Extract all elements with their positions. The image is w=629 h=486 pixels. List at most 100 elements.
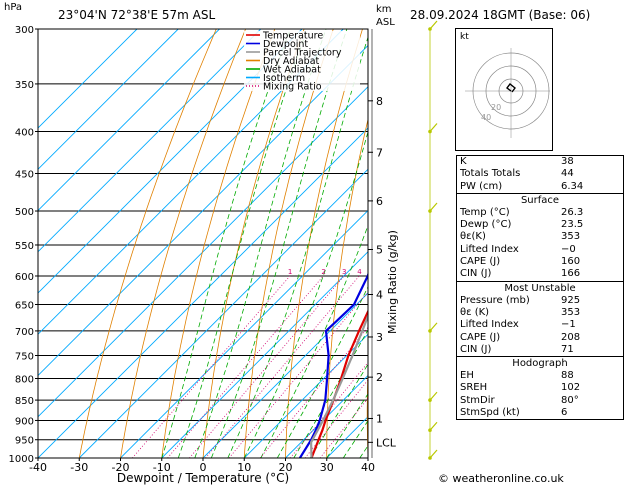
y-tick-label: 600 (15, 272, 34, 283)
hodograph-row: SREH 102 (457, 382, 623, 394)
isotherm-line (38, 127, 368, 458)
hodograph-value: 88 (561, 370, 574, 382)
isotherm-line (78, 168, 368, 458)
surface-row: Temp (°C) 26.3 (457, 207, 623, 219)
mixing-ratio-label: 4 (357, 268, 362, 276)
index-label: PW (cm) (460, 180, 503, 192)
hodograph-row: EH 88 (457, 370, 623, 382)
km-tick-label: 5 (376, 243, 383, 256)
wet-adiabat-line (276, 285, 368, 458)
y-tick-label: 850 (15, 396, 34, 407)
legend-label: Mixing Ratio (263, 82, 322, 93)
isotherm-line (243, 333, 368, 458)
y-tick-label: 700 (15, 327, 34, 338)
y-tick-label: 650 (15, 301, 34, 312)
surface-box: Surface Temp (°C) 26.3 Dewp (°C) 23.5 θε(K) 3… (456, 193, 624, 282)
km-tick-label: 4 (376, 288, 383, 301)
wet-adiabat-line (326, 393, 368, 458)
pressure-unit-label: hPa (4, 2, 23, 13)
isotherm-line (285, 374, 368, 458)
dry-adiabat-line (161, 29, 276, 458)
km-tick-label: LCL (376, 436, 397, 449)
km-tick-label: 2 (376, 371, 383, 384)
mixing-ratio-label: 2 (321, 268, 325, 276)
wet-adiabat-line (161, 29, 291, 458)
location-label: 23°04'N 72°38'E 57m ASL (58, 8, 216, 22)
x-tick-label: 30 (320, 461, 334, 474)
mixing-ratio-line (289, 361, 368, 458)
y-tick-label: 750 (15, 351, 34, 362)
mixing-ratio-label: 16 (437, 268, 446, 276)
datetime-label: 28.09.2024 18GMT (Base: 06) (410, 8, 591, 22)
y-tick-label: 800 (15, 374, 34, 385)
most-unstable-value: 353 (561, 306, 581, 318)
most-unstable-value: −1 (561, 319, 576, 331)
surface-label: CIN (J) (460, 268, 492, 280)
mixing-ratio-label: 10 (409, 268, 418, 276)
surface-label: θε(K) (460, 231, 486, 243)
asl-label: ASL (376, 17, 395, 28)
legend-label: Parcel Trajectory (263, 48, 342, 59)
y-tick-label: 900 (15, 416, 34, 427)
hodograph-label: EH (460, 370, 474, 382)
barb-staff (429, 391, 438, 401)
wet-adiabat-line (309, 363, 368, 458)
hodograph-label: StmSpd (kt) (460, 407, 520, 419)
indices-table: K 38 Totals Totals 44 PW (cm) 6.34 Surface Te… (456, 155, 624, 421)
isotherm-line (120, 209, 368, 458)
wet-adiabat-line (177, 29, 308, 458)
y-tick-label: 350 (15, 80, 34, 91)
hodograph-row: StmDir 80° (457, 395, 623, 407)
x-tick-label: 40 (361, 461, 375, 474)
wet-adiabat-line (260, 224, 368, 458)
mixing-ratio-line (228, 291, 368, 458)
y-tick-label: 450 (15, 169, 34, 180)
wet-adiabat-line (210, 29, 348, 458)
surface-row: CIN (J) 166 (457, 268, 623, 280)
surface-label: Lifted Index (460, 243, 519, 255)
most-unstable-value: 208 (561, 331, 581, 343)
y-tick-label: 950 (15, 436, 34, 447)
indices-top-box: K 38 Totals Totals 44 PW (cm) 6.34 (456, 155, 624, 194)
surface-value: 23.5 (561, 219, 584, 231)
wet-adiabat-line (359, 445, 368, 458)
surface-row: CAPE (J) 160 (457, 256, 623, 268)
hodograph-value: 80° (561, 394, 579, 406)
dry-adiabat-line (444, 29, 450, 458)
hodograph-title: Hodograph (512, 358, 568, 370)
km-tick-label: 3 (376, 331, 383, 344)
index-value: 38 (561, 156, 574, 167)
hodograph-label: StmDir (460, 394, 495, 406)
index-row: PW (cm) 6.34 (457, 181, 623, 193)
legend-label: Temperature (262, 31, 323, 42)
x-tick-label: 10 (237, 461, 251, 474)
km-tick-label: 8 (376, 95, 383, 108)
surface-value: 353 (561, 231, 581, 243)
surface-row: θε(K) 353 (457, 231, 623, 243)
skewt-chart: 1234610162025 30035040045050055060065070… (9, 20, 450, 485)
most-unstable-label: Pressure (mb) (460, 294, 530, 306)
most-unstable-row: CAPE (J) 208 (457, 332, 623, 344)
hodograph-kt-label: kt (460, 32, 469, 42)
barb-staff (429, 322, 438, 332)
most-unstable-label: CIN (J) (460, 343, 492, 355)
isotherm-line (38, 29, 220, 212)
km-tick-label: 1 (376, 412, 383, 425)
surface-label: Temp (°C) (460, 206, 510, 218)
series-dewpoint (298, 271, 368, 458)
hodograph-row: StmSpd (kt) 6 (457, 407, 623, 419)
axes: 3003504004505005506006507007508008509009… (9, 25, 397, 474)
barb-staff (429, 20, 438, 30)
most-unstable-value: 925 (561, 294, 581, 306)
wet-adiabat-line (293, 329, 368, 458)
legend-label: Isotherm (263, 73, 305, 84)
surface-row: Dewp (°C) 23.5 (457, 219, 623, 231)
legend-label: Wet Adiabat (263, 65, 321, 76)
hodograph-ring-label: 20 (491, 103, 501, 112)
index-row: K 38 (457, 156, 623, 168)
x-tick-label: -20 (112, 461, 130, 474)
hodograph-value: 102 (561, 382, 581, 394)
surface-label: Dewp (°C) (460, 219, 512, 231)
isotherm-line (38, 29, 262, 253)
